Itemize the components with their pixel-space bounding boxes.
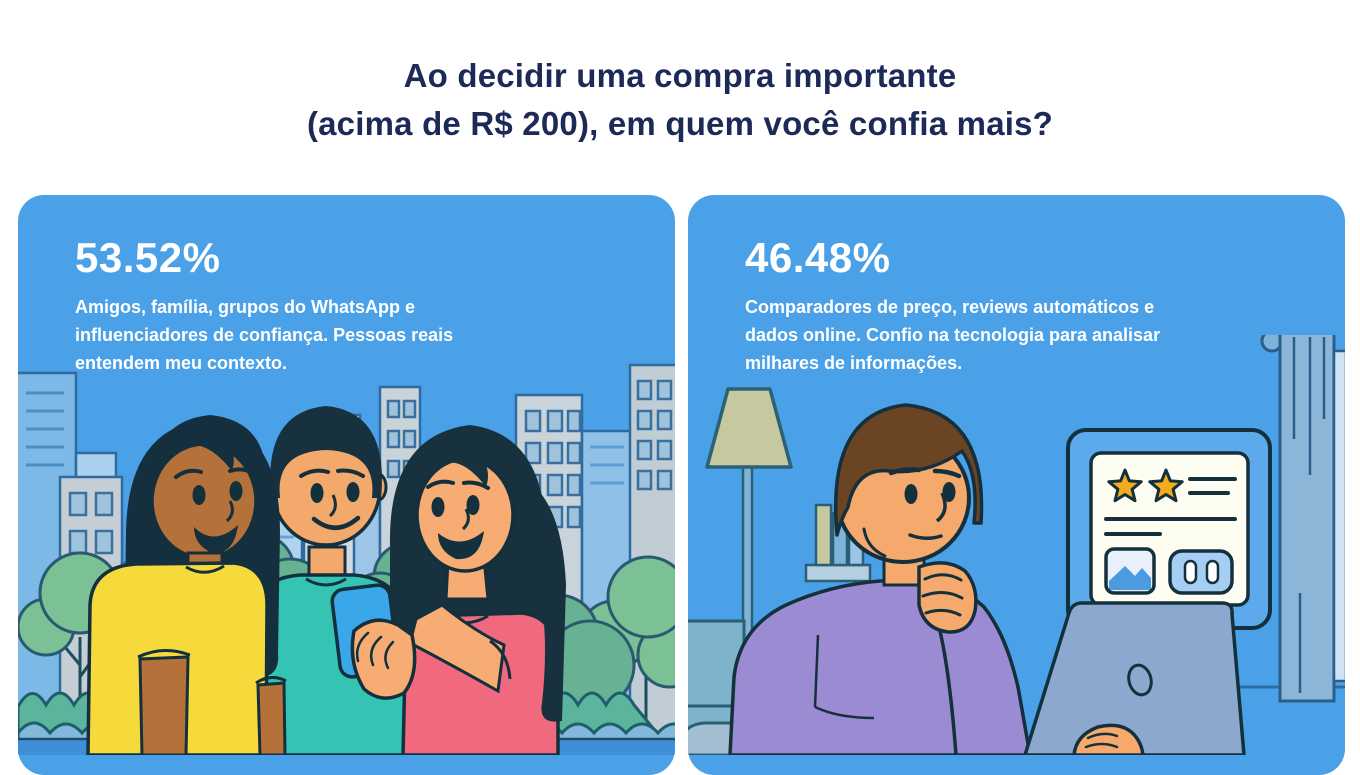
typing-hand xyxy=(1072,723,1145,755)
technology-illustration xyxy=(688,335,1345,755)
woman-pink-shirt xyxy=(330,425,566,755)
cards-row: 53.52% Amigos, família, grupos do WhatsA… xyxy=(18,195,1345,775)
review-panel xyxy=(1066,428,1272,630)
card-technology-text: 46.48% Comparadores de preço, reviews au… xyxy=(745,234,1265,377)
toggle-icon xyxy=(1168,549,1234,595)
card-people-text: 53.52% Amigos, família, grupos do WhatsA… xyxy=(75,234,595,377)
woman-yellow-shirt xyxy=(86,415,287,755)
card-people: 53.52% Amigos, família, grupos do WhatsA… xyxy=(18,195,675,775)
star-icon xyxy=(1107,468,1143,503)
people-percent: 53.52% xyxy=(75,234,221,281)
star-icon xyxy=(1148,468,1184,503)
people-description: Amigos, família, grupos do WhatsApp e in… xyxy=(75,297,454,374)
laptop-logo xyxy=(1127,663,1153,697)
review-text-lines xyxy=(1104,477,1237,536)
card-technology: 46.48% Comparadores de preço, reviews au… xyxy=(688,195,1345,775)
holding-hand xyxy=(350,618,417,700)
image-placeholder-icon xyxy=(1104,547,1156,595)
technology-description: Comparadores de preço, reviews automátic… xyxy=(745,297,1161,374)
technology-percent: 46.48% xyxy=(745,234,891,281)
floor-lamp xyxy=(705,387,793,755)
curtain xyxy=(1260,335,1345,703)
fist xyxy=(917,561,978,634)
thinking-man xyxy=(728,403,1032,755)
friends-illustration xyxy=(18,363,675,755)
page-title: Ao decidir uma compra importante (acima … xyxy=(306,57,1054,142)
laptop xyxy=(1023,601,1246,755)
